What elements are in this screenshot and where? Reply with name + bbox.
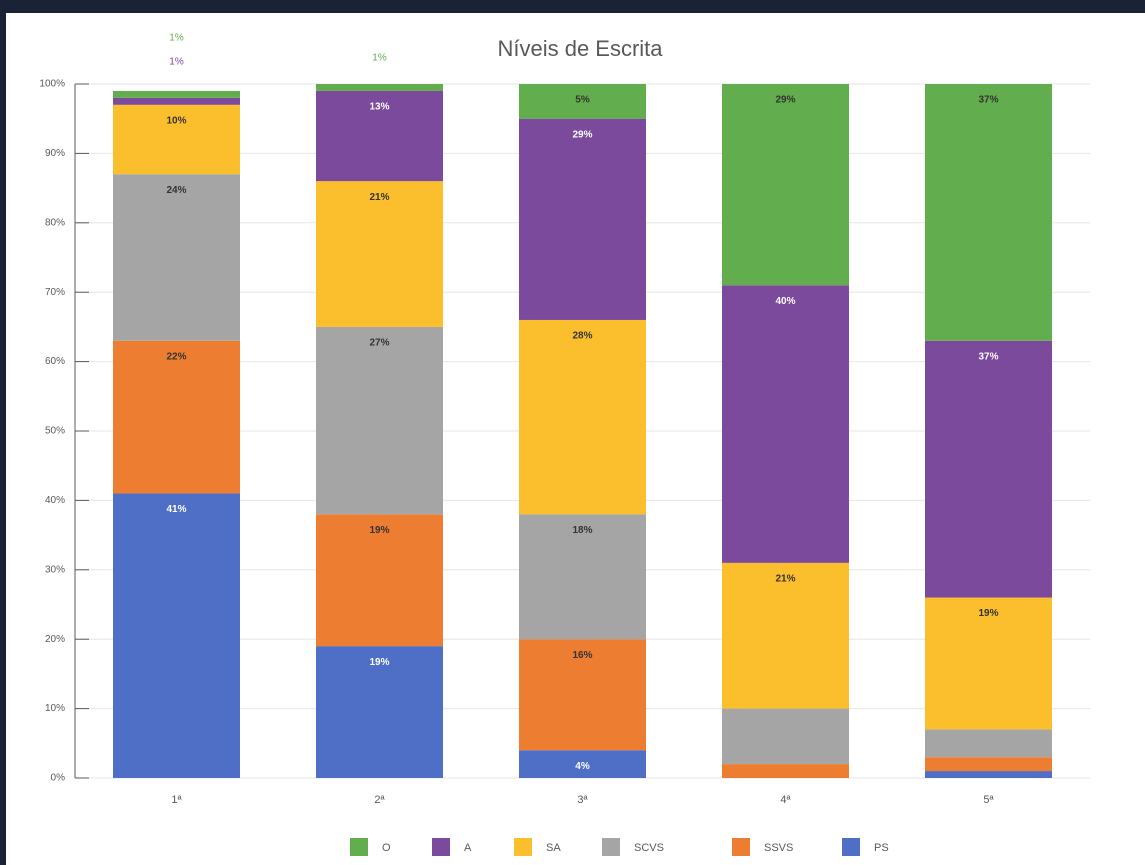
x-tick-label: 4ª — [780, 794, 791, 806]
bar-segment — [925, 340, 1052, 598]
data-label: 24% — [166, 185, 186, 196]
y-tick-label: 100% — [39, 79, 65, 90]
bar-segment — [519, 84, 646, 119]
bar-segment — [925, 84, 1052, 341]
y-tick-label: 70% — [45, 287, 65, 298]
y-tick-label: 0% — [51, 773, 66, 784]
data-label: 37% — [978, 95, 998, 106]
data-label: 37% — [978, 351, 998, 362]
data-label: 40% — [775, 296, 795, 307]
bar-segment — [519, 319, 646, 515]
bar-segment — [519, 750, 646, 778]
chart-title: Níveis de Escrita — [497, 36, 663, 61]
bar-segment — [113, 174, 240, 341]
data-label: 10% — [166, 115, 186, 126]
legend-label: A — [464, 842, 472, 854]
legend-label: SA — [546, 842, 561, 854]
bar-segment — [722, 285, 849, 563]
y-tick-label: 50% — [45, 426, 65, 437]
y-tick-label: 60% — [45, 356, 65, 367]
bar-segment — [113, 340, 240, 494]
x-tick-label: 5ª — [983, 794, 994, 806]
data-label: 4% — [575, 761, 590, 772]
data-label: 27% — [369, 338, 389, 349]
data-label: 19% — [369, 525, 389, 536]
bar-segment — [316, 84, 443, 91]
legend-label: O — [382, 842, 391, 854]
bar-segment — [519, 118, 646, 320]
bar-segment — [113, 104, 240, 175]
bar-segment — [519, 514, 646, 640]
data-label: 1% — [169, 33, 184, 44]
legend-swatch — [602, 838, 620, 856]
bar-segment — [722, 562, 849, 709]
legend-swatch — [350, 838, 368, 856]
data-label: 1% — [372, 53, 387, 64]
data-label: 21% — [369, 192, 389, 203]
bar-segment — [113, 493, 240, 778]
x-tick-label: 3ª — [577, 794, 588, 806]
data-label: 1% — [169, 57, 184, 68]
data-label: 29% — [572, 129, 592, 140]
data-label: 28% — [572, 331, 592, 342]
bar-segment — [316, 326, 443, 515]
data-label: 22% — [166, 351, 186, 362]
y-tick-label: 20% — [45, 634, 65, 645]
x-tick-label: 1ª — [171, 794, 182, 806]
legend-swatch — [432, 838, 450, 856]
bar-segment — [722, 708, 849, 765]
bar-segment — [925, 597, 1052, 730]
bar-segment — [519, 639, 646, 751]
bar-segment — [925, 771, 1052, 778]
y-tick-label: 90% — [45, 148, 65, 159]
legend-label: SSVS — [764, 842, 793, 854]
x-tick-label: 2ª — [374, 794, 385, 806]
legend-swatch — [514, 838, 532, 856]
y-tick-label: 30% — [45, 564, 65, 575]
data-label: 29% — [775, 95, 795, 106]
data-label: 13% — [369, 102, 389, 113]
bar-segment — [925, 729, 1052, 758]
data-label: 16% — [572, 650, 592, 661]
legend-swatch — [732, 838, 750, 856]
y-tick-label: 40% — [45, 495, 65, 506]
y-tick-label: 80% — [45, 217, 65, 228]
data-label: 19% — [978, 608, 998, 619]
legend-label: SCVS — [634, 842, 664, 854]
bar-segment — [925, 757, 1052, 772]
data-label: 5% — [575, 95, 590, 106]
bar-segment — [722, 84, 849, 286]
bar-segment — [113, 90, 240, 98]
bar-segment — [722, 764, 849, 778]
bar-segment — [316, 514, 443, 647]
bar-segment — [316, 90, 443, 182]
y-tick-label: 10% — [45, 703, 65, 714]
data-label: 21% — [775, 574, 795, 585]
bar-segment — [316, 181, 443, 327]
data-label: 19% — [369, 657, 389, 668]
legend-swatch — [842, 838, 860, 856]
data-label: 41% — [166, 504, 186, 515]
bar-segment — [113, 97, 240, 105]
data-label: 18% — [572, 525, 592, 536]
bar-segment — [316, 646, 443, 778]
legend-label: PS — [874, 842, 889, 854]
